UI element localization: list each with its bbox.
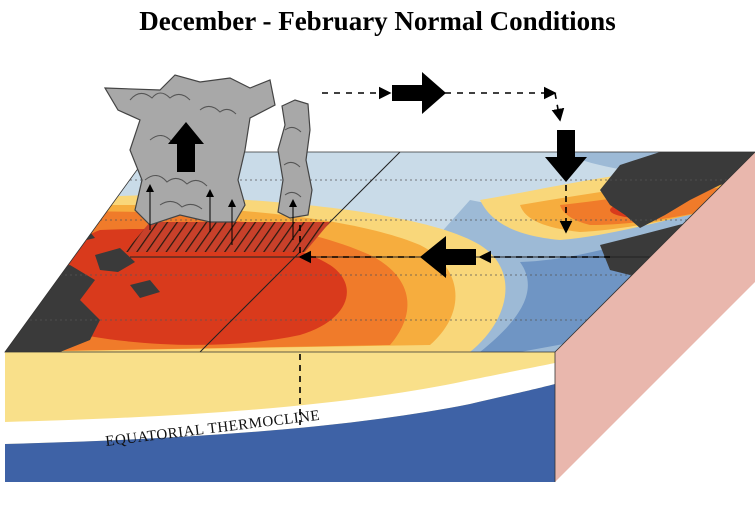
thermocline-band xyxy=(5,363,555,444)
maritime-continent-land xyxy=(5,265,100,352)
diagram-title: December - February Normal Conditions xyxy=(139,6,616,36)
deep-ocean xyxy=(5,384,555,482)
westward-arrow-icon xyxy=(420,236,476,278)
walker-circulation-upper xyxy=(322,86,565,122)
upward-arrow-icon xyxy=(168,122,204,172)
convection-zone-hatch xyxy=(125,222,330,252)
box-side-face xyxy=(555,152,755,482)
box-front-face: EQUATORIAL THERMOCLINE xyxy=(5,255,555,482)
downward-arrow-icon xyxy=(545,130,587,182)
americas-land xyxy=(600,152,755,228)
eastward-arrow-icon xyxy=(392,72,446,114)
